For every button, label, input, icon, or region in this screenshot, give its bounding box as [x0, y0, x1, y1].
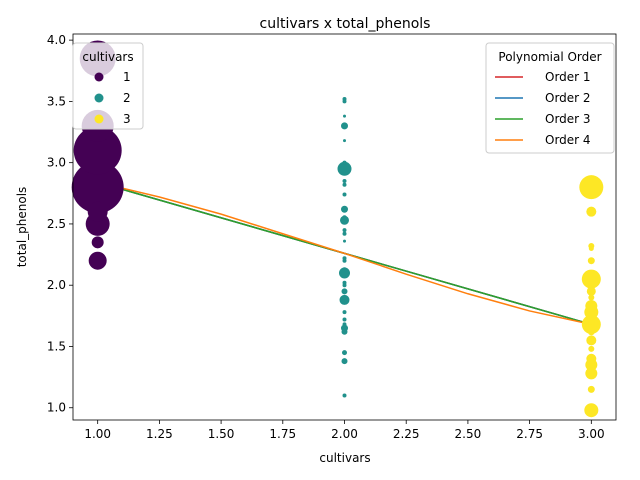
x-axis: 1.00 1.25 1.50 1.75 2.00 2.25 2.50 2.75 3.00 [84, 420, 605, 441]
legend-label-1: 1 [123, 70, 131, 84]
legend-cultivars: cultivars 1 2 3 [72, 42, 144, 130]
point-cultivar-3 [587, 385, 595, 393]
point-cultivar-2 [342, 295, 347, 300]
point-cultivar-3 [586, 286, 596, 296]
point-cultivar-3 [586, 335, 597, 346]
fit-lines [97, 181, 592, 326]
x-tick-label: 1.75 [269, 427, 296, 441]
point-cultivar-3 [585, 300, 598, 313]
point-cultivar-2 [341, 328, 348, 335]
x-tick-label: 1.50 [208, 427, 235, 441]
legend-polynomial-order: Polynomial Order Order 1 Order 2 Order 3 Or… [485, 42, 615, 154]
point-cultivar-3 [586, 353, 597, 364]
point-cultivar-1 [73, 126, 122, 175]
point-cultivar-2 [341, 358, 348, 365]
plot-frame [72, 33, 617, 421]
legend-line-label-1: Order 1 [545, 70, 591, 84]
legend-marker-2 [94, 93, 104, 103]
point-cultivar-2 [342, 283, 347, 288]
point-cultivar-3 [579, 175, 604, 200]
point-cultivar-1 [87, 201, 108, 222]
y-tick-label: 3.5 [47, 94, 66, 108]
x-tick-label: 2.25 [393, 427, 420, 441]
y-axis: 1.0 1.5 2.0 2.5 3.0 3.5 4.0 [47, 33, 73, 415]
legend-cultivars-frame [72, 42, 144, 130]
point-cultivar-2 [342, 317, 347, 322]
y-tick-label: 1.5 [47, 339, 66, 353]
chart-title: cultivars x total_phenols [260, 16, 431, 32]
point-cultivar-2 [342, 228, 347, 233]
legend-label-2: 2 [123, 91, 131, 105]
legend-line-label-3: Order 3 [545, 112, 591, 126]
point-cultivar-2 [342, 182, 347, 187]
point-cultivar-2 [339, 267, 350, 279]
legend-cultivars-title: cultivars [82, 50, 133, 64]
y-tick-label: 2.5 [47, 217, 66, 231]
point-cultivar-1 [91, 236, 104, 249]
point-cultivar-2 [341, 122, 348, 130]
point-cultivar-3 [587, 328, 595, 336]
point-cultivar-2 [343, 239, 346, 243]
point-cultivar-3 [586, 206, 597, 217]
legend-marker-1 [94, 72, 104, 82]
point-cultivar-2 [342, 322, 347, 327]
point-cultivar-2 [339, 294, 350, 305]
y-tick-label: 3.0 [47, 156, 66, 170]
x-tick-label: 2.50 [455, 427, 482, 441]
y-tick-label: 2.0 [47, 278, 66, 292]
point-cultivar-3 [584, 403, 599, 418]
point-cultivar-2 [342, 99, 347, 104]
point-cultivar-2 [341, 205, 348, 213]
legend-polynomial-order-title: Polynomial Order [498, 50, 601, 64]
point-cultivar-3 [588, 345, 595, 352]
legend-polynomial-order-frame [485, 42, 615, 154]
point-cultivar-3 [581, 269, 601, 289]
point-cultivar-3 [585, 367, 598, 380]
point-cultivar-2 [343, 139, 346, 143]
point-cultivar-3 [588, 245, 594, 251]
point-cultivar-3 [588, 294, 595, 301]
point-cultivar-2 [342, 160, 347, 165]
point-cultivar-3 [588, 318, 595, 325]
y-axis-label: total_phenols [15, 187, 29, 268]
point-cultivar-2 [342, 215, 347, 221]
point-cultivar-1 [88, 251, 107, 270]
point-cultivar-2 [342, 231, 347, 236]
x-axis-label: cultivars [319, 451, 370, 465]
legend-line-label-4: Order 4 [545, 133, 591, 147]
y-tick-label: 1.0 [47, 401, 66, 415]
legend-line-label-2: Order 2 [545, 91, 591, 105]
point-cultivar-2 [342, 267, 347, 272]
point-cultivar-2 [342, 350, 347, 356]
point-cultivar-3 [587, 257, 595, 265]
legend-label-3: 3 [123, 112, 131, 126]
y-tick-label: 4.0 [47, 33, 66, 47]
x-tick-label: 1.00 [84, 427, 111, 441]
x-tick-label: 2.00 [331, 427, 358, 441]
point-cultivar-2 [342, 258, 347, 263]
legend-marker-3 [94, 114, 104, 124]
point-cultivar-2 [342, 192, 347, 197]
point-cultivar-2 [343, 114, 346, 118]
point-cultivar-2 [342, 393, 347, 398]
point-cultivar-2 [342, 310, 347, 315]
point-cultivar-2 [342, 179, 347, 184]
x-tick-label: 2.75 [516, 427, 543, 441]
point-cultivar-2 [337, 161, 352, 176]
point-cultivar-2 [341, 288, 348, 295]
fit-line-order-4 [97, 181, 592, 326]
x-tick-label: 3.00 [578, 427, 605, 441]
x-tick-label: 1.25 [146, 427, 173, 441]
point-cultivar-1 [71, 161, 124, 214]
